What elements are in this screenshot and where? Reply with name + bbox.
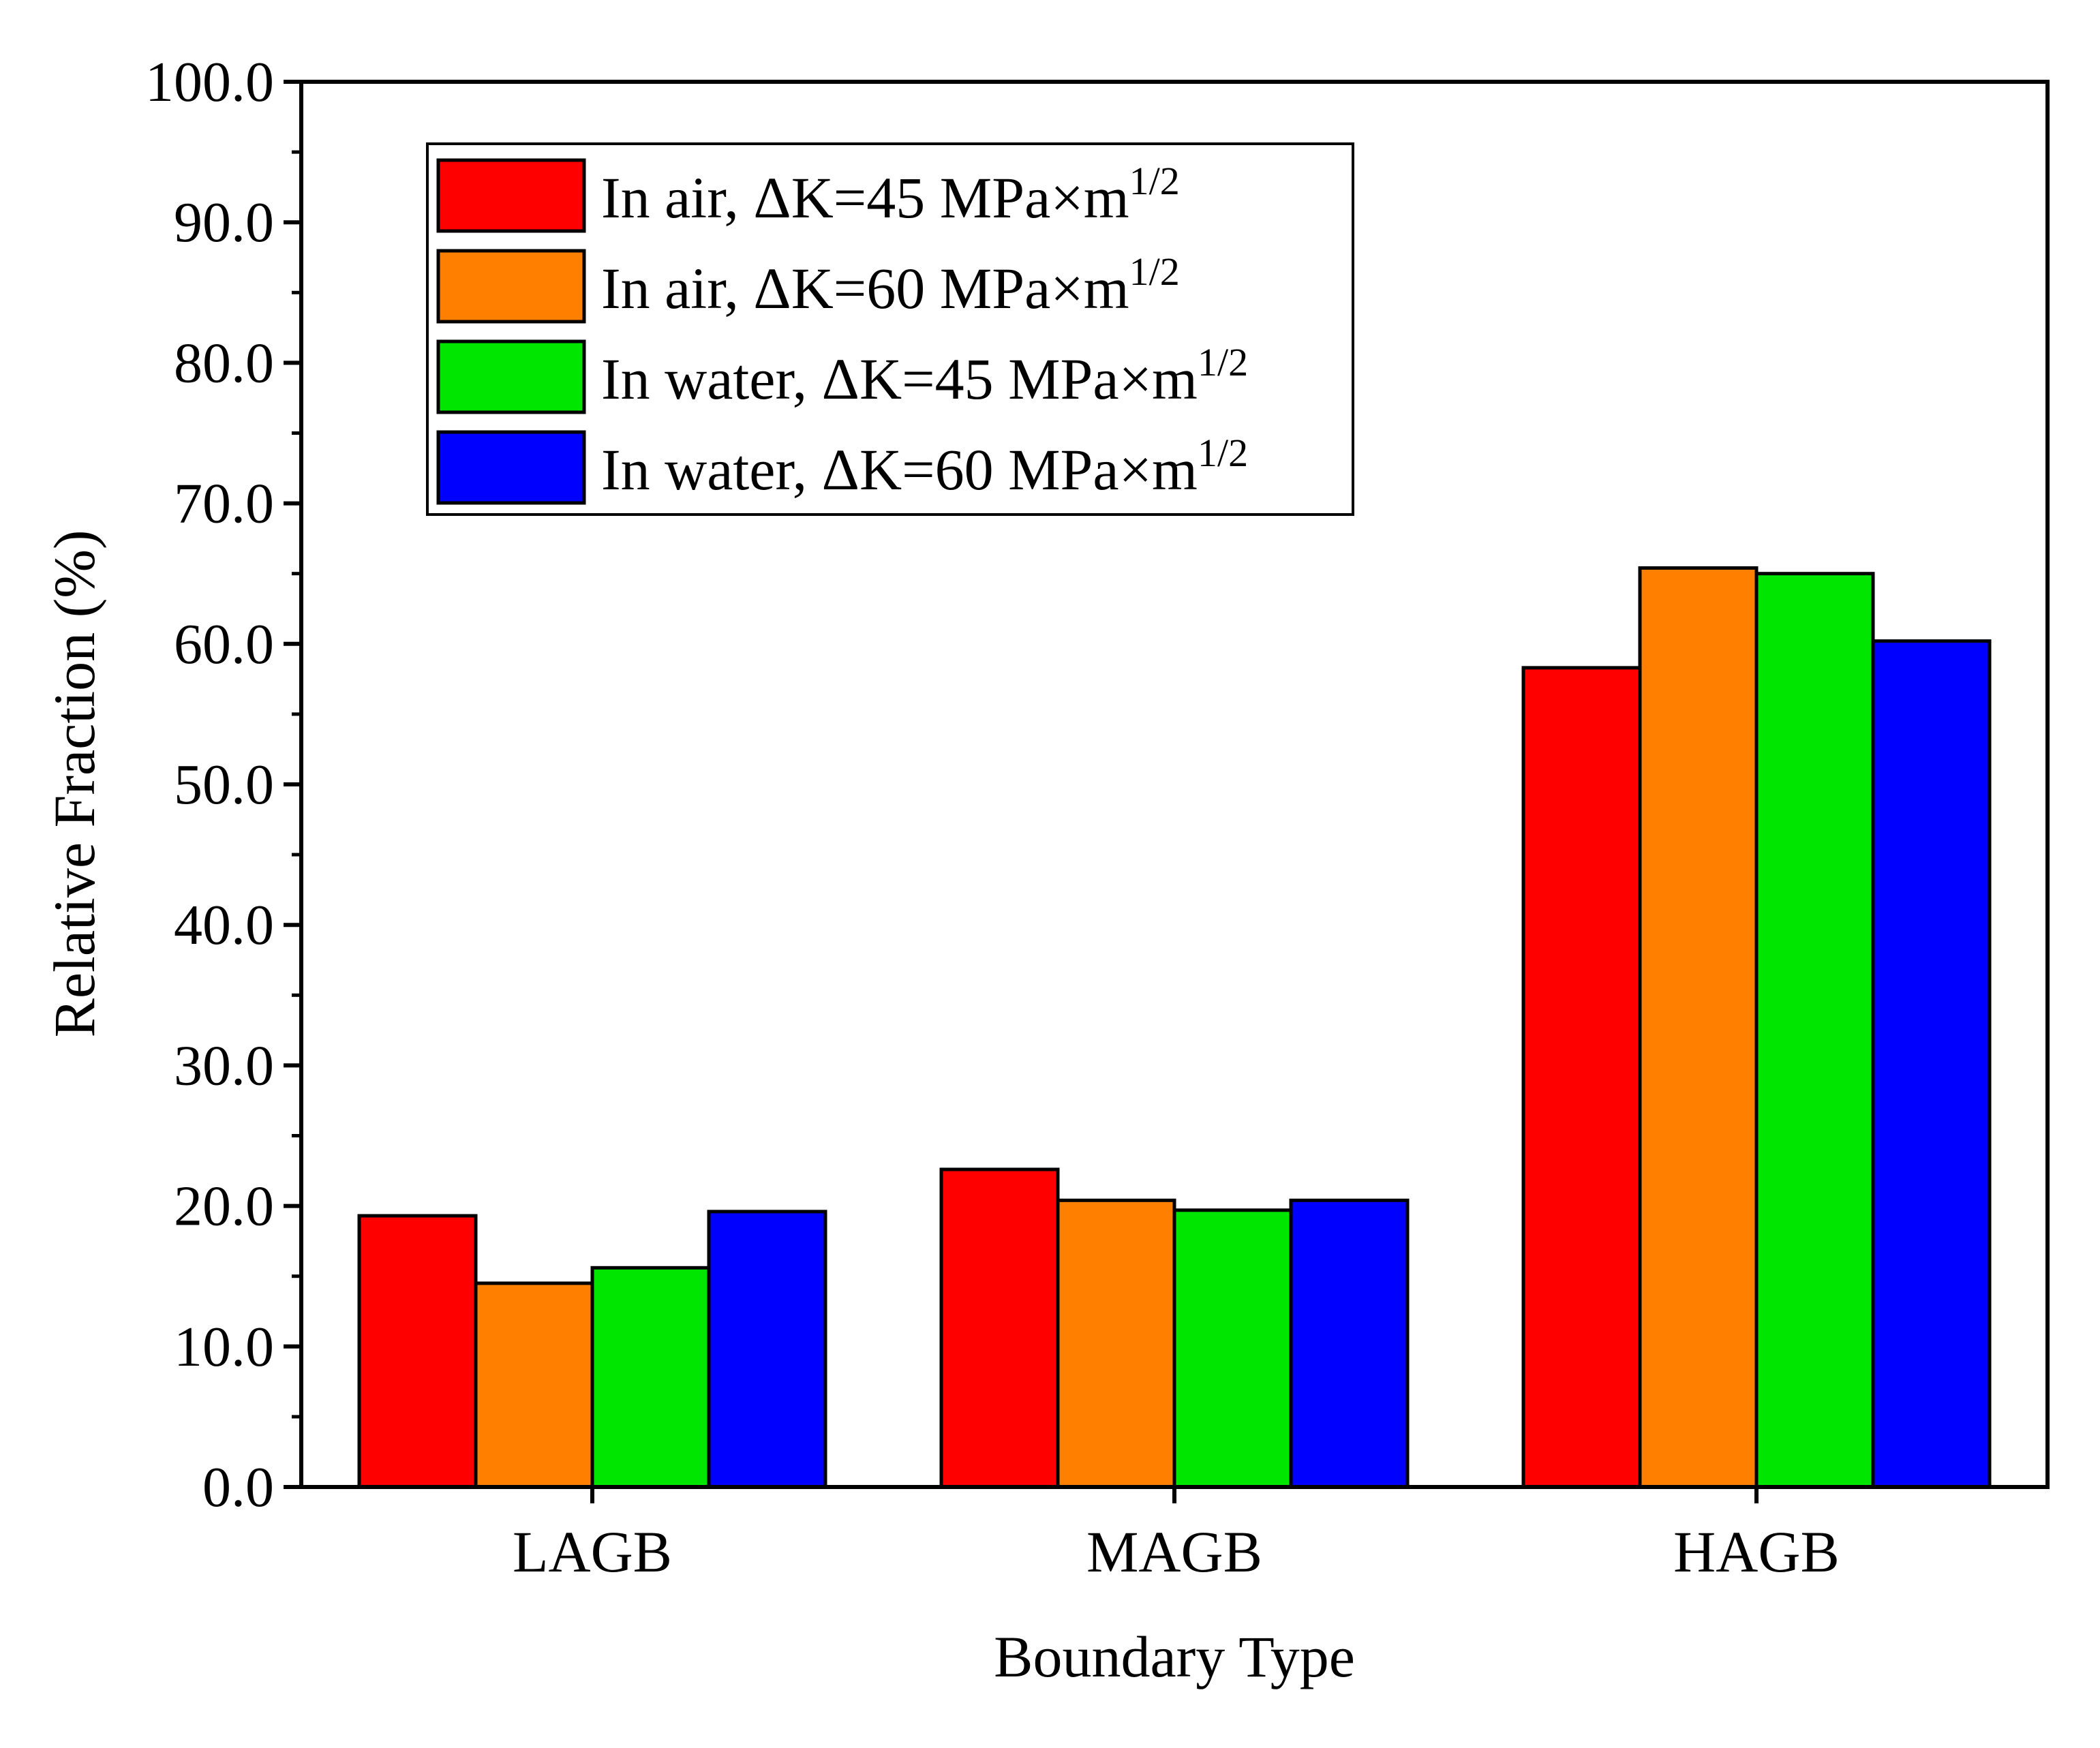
bar-hagb-series-3 xyxy=(1754,572,1875,1489)
y-tick-label: 80.0 xyxy=(174,331,274,395)
y-tick-label: 100.0 xyxy=(145,50,274,114)
x-axis-title: Boundary Type xyxy=(994,1624,1355,1689)
legend-label-1: In air, ΔK=45 MPa×m1/2 xyxy=(601,159,1180,230)
legend-label-2: In air, ΔK=60 MPa×m1/2 xyxy=(601,249,1180,321)
y-tick-label: 0.0 xyxy=(202,1456,274,1519)
legend-swatch-4 xyxy=(436,430,586,505)
y-tick-label: 50.0 xyxy=(174,753,274,816)
bar-magb-series-2 xyxy=(1056,1198,1176,1489)
x-tick-label-magb: MAGB xyxy=(1086,1519,1262,1584)
x-tick-label-lagb: LAGB xyxy=(513,1519,672,1584)
bars-layer xyxy=(357,566,1992,1489)
y-tick-label: 90.0 xyxy=(174,191,274,254)
bar-hagb-series-1 xyxy=(1521,666,1642,1489)
bar-lagb-series-3 xyxy=(590,1266,711,1489)
legend-swatch-3 xyxy=(436,339,586,414)
bar-lagb-series-2 xyxy=(474,1281,594,1489)
axes-layer: 0.0 10.0 20.0 30.0 40.0 50.0 60.0 70.0 80.0 90.0 1… xyxy=(145,50,2050,1584)
bar-lagb-series-4 xyxy=(707,1210,827,1489)
y-axis-title: Relative Fraction (%) xyxy=(42,530,107,1037)
legend-swatch-1 xyxy=(436,158,586,233)
y-tick-label: 60.0 xyxy=(174,613,274,676)
legend: In air, ΔK=45 MPa×m1/2 In air, ΔK=60 MPa×… xyxy=(426,142,1354,516)
y-tick-label: 70.0 xyxy=(174,472,274,536)
bar-lagb-series-1 xyxy=(357,1214,478,1489)
bar-magb-series-4 xyxy=(1289,1198,1410,1489)
legend-label-4: In water, ΔK=60 MPa×m1/2 xyxy=(601,431,1248,502)
y-tick-label: 10.0 xyxy=(174,1315,274,1379)
bar-hagb-series-4 xyxy=(1871,639,1992,1489)
y-tick-label: 20.0 xyxy=(174,1175,274,1238)
legend-label-3: In water, ΔK=45 MPa×m1/2 xyxy=(601,340,1248,412)
bar-magb-series-3 xyxy=(1172,1208,1293,1489)
bar-magb-series-1 xyxy=(939,1167,1060,1489)
x-tick-label-hagb: HAGB xyxy=(1673,1519,1840,1584)
legend-swatch-2 xyxy=(436,249,586,324)
y-tick-label: 40.0 xyxy=(174,893,274,957)
y-tick-label: 30.0 xyxy=(174,1034,274,1097)
bar-hagb-series-2 xyxy=(1638,566,1759,1489)
